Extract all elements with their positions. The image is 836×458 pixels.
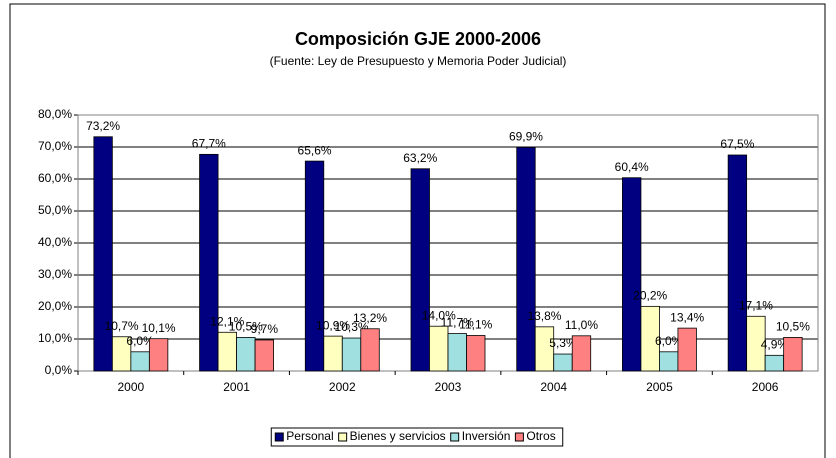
value-label: 14,0% <box>422 308 456 322</box>
bar <box>783 336 803 372</box>
bar <box>746 315 766 372</box>
value-label: 12,1% <box>210 314 244 328</box>
bar <box>640 305 660 372</box>
x-tick-label: 2001 <box>223 380 250 394</box>
value-label: 5,3% <box>549 336 577 350</box>
y-tick-label: 20,0% <box>38 299 72 313</box>
value-label: 67,7% <box>192 137 226 151</box>
value-label: 11,7% <box>441 316 474 330</box>
bar <box>236 336 256 372</box>
legend-label: Bienes y servicios <box>350 429 446 443</box>
bar <box>764 354 785 372</box>
bar <box>130 351 150 372</box>
x-tick-label: 2000 <box>118 380 145 394</box>
chart-subtitle: (Fuente: Ley de Presupuesto y Memoria Po… <box>270 54 567 68</box>
bar <box>217 331 237 372</box>
bar <box>429 325 449 372</box>
bar <box>148 338 169 372</box>
value-label: 69,9% <box>509 129 543 143</box>
bar <box>199 153 219 372</box>
legend-box <box>270 427 564 447</box>
x-tick-label: 2006 <box>752 380 779 394</box>
bar <box>410 168 430 372</box>
value-label: 6,0% <box>655 334 683 348</box>
value-label: 4,9% <box>761 337 789 351</box>
bar <box>571 335 592 372</box>
bar <box>516 146 536 372</box>
value-label: 10,7% <box>105 319 139 333</box>
value-label: 17,1% <box>739 298 773 312</box>
legend-swatch <box>274 432 284 442</box>
value-label: 10,3% <box>335 320 369 334</box>
bar <box>323 335 343 372</box>
value-label: 13,2% <box>353 311 387 325</box>
bar <box>360 328 380 372</box>
y-tick-label: 60,0% <box>38 171 72 185</box>
chart-title: Composición GJE 2000-2006 <box>295 29 541 49</box>
value-label: 20,2% <box>633 289 667 303</box>
bar <box>341 337 362 372</box>
value-label: 13,4% <box>670 310 704 324</box>
value-label: 6,0% <box>126 334 154 348</box>
y-tick-label: 0,0% <box>45 363 73 377</box>
value-label: 10,5% <box>776 320 810 334</box>
legend-swatch <box>450 432 460 442</box>
value-label: 11,0% <box>565 318 598 332</box>
value-label: 73,2% <box>86 119 120 133</box>
bar <box>534 326 555 372</box>
x-tick-label: 2002 <box>329 380 356 394</box>
y-tick-label: 30,0% <box>38 267 72 281</box>
bar <box>304 160 325 372</box>
legend-label: Personal <box>286 429 333 443</box>
bar <box>93 136 113 372</box>
bar <box>254 339 274 372</box>
y-tick-label: 80,0% <box>38 107 72 121</box>
x-tick-label: 2004 <box>540 380 567 394</box>
value-label: 67,5% <box>720 137 754 151</box>
value-label: 60,4% <box>615 160 649 174</box>
y-tick-label: 40,0% <box>38 235 72 249</box>
y-tick-label: 10,0% <box>38 331 72 345</box>
x-tick-label: 2005 <box>646 380 673 394</box>
legend-label: Inversión <box>462 429 511 443</box>
value-label: 10,9% <box>316 318 350 332</box>
bar <box>466 335 486 372</box>
value-label: 10,1% <box>142 321 176 335</box>
value-label: 13,8% <box>527 309 561 323</box>
bar <box>553 353 573 372</box>
bar <box>659 351 679 372</box>
value-label: 10,5% <box>229 320 263 334</box>
value-label: 9,7% <box>251 322 279 336</box>
legend-label: Otros <box>526 429 555 443</box>
y-tick-label: 70,0% <box>38 139 72 153</box>
legend-swatch <box>514 432 524 442</box>
value-label: 63,2% <box>403 151 437 165</box>
value-label: 11,1% <box>459 318 492 332</box>
bar <box>447 333 467 372</box>
value-label: 65,6% <box>298 143 332 157</box>
y-tick-label: 50,0% <box>38 203 72 217</box>
bar <box>677 327 697 372</box>
x-tick-label: 2003 <box>435 380 462 394</box>
bar <box>727 154 748 372</box>
bar <box>622 177 642 372</box>
legend-swatch <box>338 432 348 442</box>
